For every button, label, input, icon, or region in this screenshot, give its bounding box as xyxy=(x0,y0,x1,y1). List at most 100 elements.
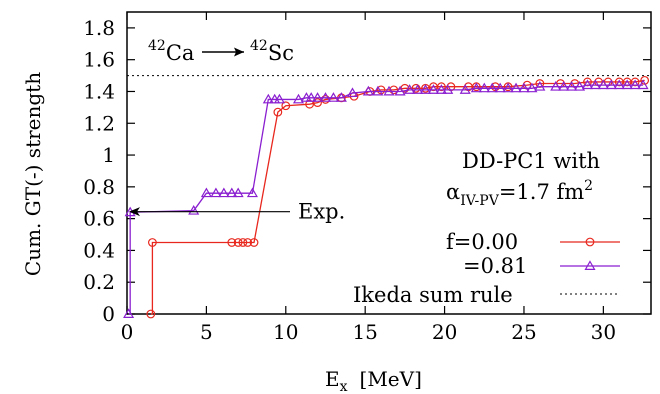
data-point xyxy=(629,79,641,90)
data-point xyxy=(597,79,609,90)
data-point xyxy=(238,238,248,247)
y-tick-label: 1.4 xyxy=(83,79,115,103)
data-point xyxy=(419,84,432,94)
legend-label: f=0.00 xyxy=(446,230,518,254)
data-point xyxy=(502,82,514,93)
x-tick-label: 25 xyxy=(511,320,536,344)
data-point xyxy=(394,85,406,96)
axis-ticks xyxy=(126,12,651,315)
legend-item-1: f=0.00 xyxy=(446,230,620,254)
y-tick-label: 1 xyxy=(102,143,115,167)
data-point xyxy=(226,187,238,198)
data-point xyxy=(335,92,347,102)
data-point xyxy=(327,92,339,102)
data-point xyxy=(459,84,471,94)
data-point xyxy=(249,238,259,247)
data-point xyxy=(232,187,244,198)
x-tick-labels: 0 5 10 15 20 25 30 xyxy=(121,320,616,344)
data-point xyxy=(262,93,274,104)
alpha-value: =1.7 fm xyxy=(499,180,584,204)
y-tick-label: 0.6 xyxy=(83,207,115,231)
data-point xyxy=(243,238,253,247)
data-point xyxy=(550,80,562,91)
data-point xyxy=(494,82,506,93)
x-axis-symbol: E xyxy=(325,367,340,391)
data-point xyxy=(558,80,570,91)
data-point xyxy=(305,99,315,109)
data-point xyxy=(486,82,498,93)
data-point xyxy=(246,187,258,198)
legend-label: Ikeda sum rule xyxy=(353,283,513,307)
alpha-symbol: α xyxy=(446,180,460,204)
data-point xyxy=(581,79,594,90)
series-2 xyxy=(123,79,649,318)
reaction-to-mass: 42 xyxy=(250,38,268,54)
data-point xyxy=(312,92,324,102)
legend-item-2: =0.81 xyxy=(463,254,620,278)
model-line2: αIV-PV=1.7 fm2 xyxy=(446,178,593,209)
data-point xyxy=(510,82,522,93)
data-point xyxy=(534,80,546,91)
data-point xyxy=(613,79,625,90)
reaction-label-target: 42Sc xyxy=(250,38,294,65)
alpha-subscript: IV-PV xyxy=(460,193,500,209)
data-point xyxy=(435,84,447,94)
data-point xyxy=(566,80,578,91)
data-point xyxy=(605,79,617,90)
exp-label: Exp. xyxy=(298,200,345,224)
data-point xyxy=(389,85,399,95)
data-point xyxy=(478,82,490,93)
x-tick-label: 5 xyxy=(200,320,213,344)
alpha-exponent: 2 xyxy=(584,178,593,194)
y-tick-label: 1.2 xyxy=(83,111,115,135)
reaction-from-element: Ca xyxy=(166,41,195,65)
data-point xyxy=(273,93,285,104)
x-tick-label: 30 xyxy=(591,320,616,344)
data-point xyxy=(146,309,156,319)
data-point xyxy=(589,79,601,90)
data-point xyxy=(210,187,222,198)
data-point xyxy=(233,238,243,247)
data-point xyxy=(383,85,395,96)
data-point xyxy=(346,87,359,98)
legend: f=0.00=0.81 Ikeda sum rule xyxy=(353,230,620,307)
data-point xyxy=(412,84,424,94)
reaction-arrow-head xyxy=(234,47,244,57)
data-point xyxy=(200,187,212,198)
y-tick-label: 0 xyxy=(102,302,115,326)
x-axis-unit: [MeV] xyxy=(360,367,422,391)
exp-annotation-group: Exp. xyxy=(129,200,345,224)
data-point xyxy=(148,238,157,247)
data-point xyxy=(637,79,649,90)
data-point xyxy=(123,308,135,318)
reaction-from-mass: 42 xyxy=(148,38,166,54)
data-point xyxy=(584,260,596,270)
data-point xyxy=(574,80,586,91)
x-tick-label: 15 xyxy=(352,320,377,344)
data-point xyxy=(188,204,200,215)
model-line1: DD-PC1 with xyxy=(462,149,600,173)
x-tick-label: 0 xyxy=(121,320,134,344)
exp-arrow-head xyxy=(129,207,140,217)
legend-item-ikeda: Ikeda sum rule xyxy=(353,283,620,307)
data-point xyxy=(526,82,538,93)
data-point xyxy=(362,85,374,96)
x-tick-label: 10 xyxy=(273,320,298,344)
data-point xyxy=(305,92,317,102)
data-point xyxy=(404,84,416,94)
reaction-label: 42Ca xyxy=(148,38,194,65)
data-point xyxy=(585,237,595,247)
data-point xyxy=(621,79,633,90)
y-tick-label: 0.4 xyxy=(83,238,115,262)
plot-frame xyxy=(126,11,652,315)
reaction-to-element: Sc xyxy=(268,41,294,65)
data-point xyxy=(470,82,482,93)
data-point xyxy=(292,93,305,104)
data-point xyxy=(313,98,322,107)
data-point xyxy=(442,84,454,94)
data-point xyxy=(227,238,237,247)
y-tick-label: 0.8 xyxy=(83,175,115,199)
data-point xyxy=(319,92,332,102)
